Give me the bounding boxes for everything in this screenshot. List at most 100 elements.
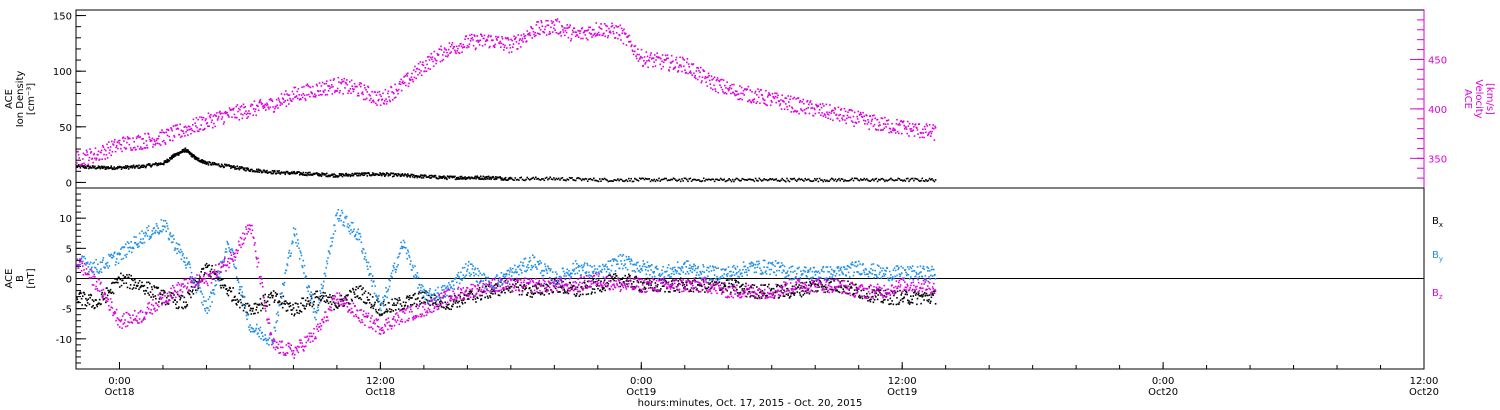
data-point [500, 46, 502, 48]
data-point [596, 180, 599, 182]
data-point [402, 246, 404, 248]
data-point [626, 276, 629, 279]
data-point [800, 108, 802, 110]
data-point [127, 276, 130, 279]
data-point [727, 89, 730, 92]
data-point [320, 85, 323, 87]
data-point [438, 296, 440, 298]
data-point [349, 81, 351, 83]
data-point [524, 179, 526, 182]
data-point [429, 56, 432, 59]
data-point [154, 163, 157, 165]
data-point [562, 292, 565, 294]
data-point [346, 173, 349, 176]
data-point [776, 179, 779, 182]
data-point [94, 147, 97, 149]
data-point [518, 264, 521, 267]
data-point [217, 279, 220, 282]
data-point [338, 91, 341, 94]
data-point [166, 161, 169, 163]
data-point [329, 294, 331, 296]
data-point [777, 179, 780, 182]
data-point [118, 139, 121, 142]
data-point [876, 289, 878, 291]
data-point [925, 179, 927, 181]
data-point [563, 288, 565, 291]
data-point [181, 151, 183, 153]
data-point [516, 281, 519, 284]
data-point [208, 125, 210, 127]
data-point [440, 45, 442, 48]
data-point [272, 337, 275, 340]
data-point [284, 100, 286, 102]
data-point [478, 282, 481, 284]
data-point [597, 271, 600, 274]
data-point [118, 252, 120, 254]
data-point [193, 155, 195, 158]
data-point [664, 290, 666, 293]
data-point [415, 305, 417, 308]
data-point [95, 159, 97, 161]
data-point [721, 78, 723, 81]
data-point [634, 177, 636, 180]
data-point [180, 258, 183, 261]
data-point [93, 152, 96, 155]
data-point [297, 97, 299, 100]
data-point [853, 111, 856, 114]
data-point [605, 178, 607, 181]
data-point [198, 130, 200, 133]
data-point [177, 243, 180, 245]
data-point [266, 300, 269, 303]
data-point [472, 265, 474, 267]
data-point [428, 59, 431, 61]
data-point [466, 270, 468, 272]
data-point [903, 296, 905, 299]
data-point [564, 34, 566, 37]
data-point [770, 99, 773, 102]
data-point [849, 283, 851, 286]
data-point [856, 177, 858, 180]
data-point [468, 176, 471, 179]
data-point [137, 284, 139, 287]
data-point [201, 159, 203, 161]
data-point [857, 179, 860, 181]
data-point [676, 62, 678, 64]
data-point [650, 52, 652, 54]
data-point [86, 261, 89, 264]
data-point [350, 229, 352, 231]
data-point [150, 286, 153, 288]
data-point [814, 112, 817, 115]
data-point [133, 284, 135, 286]
data-point [83, 165, 85, 167]
data-point [512, 43, 515, 45]
data-point [634, 45, 637, 47]
data-point [872, 178, 874, 180]
data-point [705, 178, 707, 181]
data-point [273, 110, 276, 113]
data-point [522, 261, 524, 264]
data-point [485, 39, 488, 42]
data-point [591, 36, 593, 38]
data-point [693, 178, 695, 181]
data-point [313, 95, 315, 98]
data-point [594, 268, 596, 270]
data-point [109, 291, 111, 293]
data-point [822, 180, 825, 183]
data-point [866, 114, 868, 117]
data-point [730, 180, 733, 183]
data-point [403, 76, 405, 78]
data-point [458, 305, 461, 308]
data-point [338, 175, 340, 177]
data-point [886, 180, 889, 182]
data-point [716, 78, 718, 81]
data-point [600, 290, 603, 293]
data-point [297, 306, 300, 308]
data-point [340, 219, 343, 222]
data-point [504, 273, 506, 276]
data-point [399, 81, 401, 83]
data-point [95, 304, 98, 306]
data-point [76, 267, 78, 270]
data-point [326, 93, 329, 96]
data-point [164, 161, 166, 164]
data-point [742, 92, 744, 95]
